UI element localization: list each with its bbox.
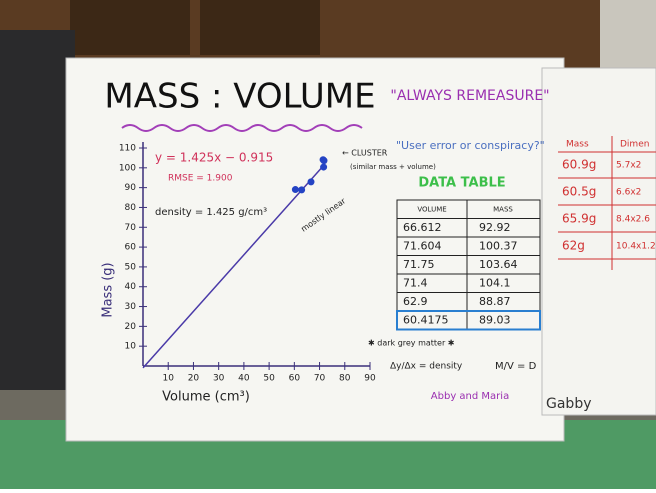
y-tick-label: 20	[125, 322, 137, 332]
table-cell: 71.75	[403, 258, 435, 271]
side-cell: 6.6x2	[616, 188, 641, 198]
table-cell: 89.03	[479, 313, 511, 326]
wall	[600, 0, 656, 70]
table-header: MASS	[493, 205, 513, 213]
table-cell: 71.4	[403, 276, 428, 289]
cluster-note: (similar mass + volume)	[350, 163, 436, 171]
table-cell: 66.612	[403, 221, 442, 234]
table-header: VOLUME	[417, 205, 446, 213]
equation: y = 1.425x − 0.915	[155, 151, 273, 165]
y-tick-label: 50	[125, 262, 137, 272]
note-matter: ✱ dark grey matter ✱	[368, 339, 455, 348]
side-header: Dimen	[620, 140, 649, 150]
side-cell: 60.5g	[562, 185, 596, 199]
y-tick-label: 60	[125, 243, 137, 253]
point	[291, 186, 299, 194]
x-tick-label: 10	[162, 374, 174, 384]
x-tick-label: 30	[213, 374, 225, 384]
y-tick-label: 10	[125, 342, 137, 352]
authors: Abby and Maria	[431, 391, 509, 402]
side-cell: 65.9g	[562, 212, 596, 226]
fit-line	[142, 164, 325, 369]
rmse: RMSE = 1.900	[168, 174, 233, 184]
x-tick-label: 90	[364, 374, 376, 384]
chart-subtitle: "ALWAYS REMEASURE"	[390, 88, 549, 104]
table-cell: 100.37	[479, 239, 518, 252]
table-cell: 103.64	[479, 258, 518, 271]
side-cell: 60.9g	[562, 158, 596, 172]
y-tick-label: 100	[119, 163, 136, 173]
cluster: ← CLUSTER	[342, 149, 388, 158]
title-underline	[121, 124, 363, 132]
side-cell: 62g	[562, 239, 585, 253]
cabinet-door	[200, 0, 320, 55]
table-cell: 88.87	[479, 295, 511, 308]
table-cell: 104.1	[479, 276, 511, 289]
cabinet-door	[70, 0, 190, 55]
note-slope: Δy/Δx = density	[390, 362, 463, 372]
x-tick-label: 70	[314, 374, 326, 384]
x-tick-label: 60	[289, 374, 301, 384]
y-tick-label: 30	[125, 302, 137, 312]
y-tick-label: 110	[119, 144, 136, 154]
x-axis-label: Volume (cm³)	[162, 390, 250, 405]
point	[307, 178, 315, 186]
table-cell: 60.4175	[403, 313, 449, 326]
chart-title: MASS : VOLUME	[104, 77, 375, 117]
x-tick-label: 40	[238, 374, 250, 384]
side-cell: 8.4x2.6	[616, 215, 650, 225]
question: "User error or conspiracy?"	[396, 139, 545, 152]
density: density = 1.425 g/cm³	[155, 207, 267, 218]
table-cell: 92.92	[479, 221, 511, 234]
table-cell: 62.9	[403, 295, 428, 308]
y-tick-label: 80	[125, 203, 137, 213]
y-tick-label: 90	[125, 183, 137, 193]
side-whiteboard	[541, 67, 656, 416]
table-cell: 71.604	[403, 239, 442, 252]
x-tick-label: 20	[188, 374, 200, 384]
x-tick-label: 80	[339, 374, 351, 384]
y-axis-label: Mass (g)	[101, 262, 116, 317]
point	[298, 186, 306, 194]
side-cell: 5.7x2	[616, 161, 641, 171]
point	[319, 156, 327, 164]
clothes	[0, 30, 75, 390]
table-highlight	[396, 310, 541, 331]
side-cell: 10.4x1.2	[616, 242, 656, 252]
side-author: Gabby	[546, 396, 592, 412]
y-tick-label: 40	[125, 282, 137, 292]
table-title: DATA TABLE	[418, 176, 505, 191]
side-header: Mass	[566, 140, 589, 150]
x-tick-label: 50	[263, 374, 275, 384]
y-tick-label: 70	[125, 223, 137, 233]
point	[320, 163, 328, 171]
note-ratio: M/V = D	[495, 361, 537, 372]
